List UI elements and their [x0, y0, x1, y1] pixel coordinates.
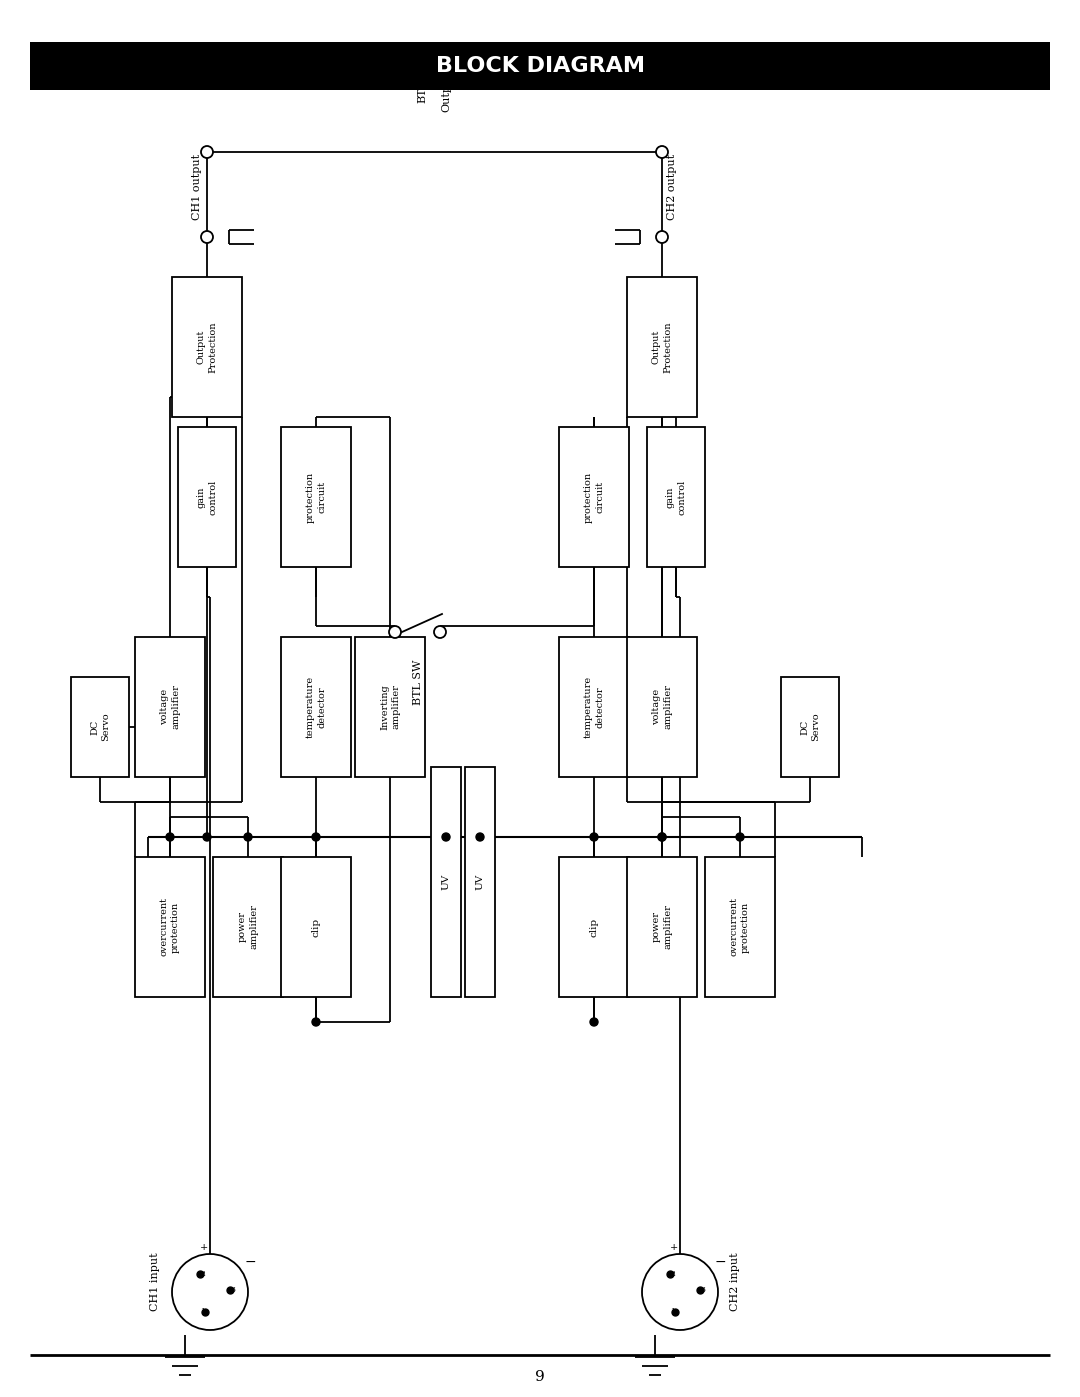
- Text: −: −: [244, 1255, 256, 1268]
- Bar: [71, 678, 129, 777]
- Text: DC
Servo: DC Servo: [800, 712, 820, 742]
- Text: voltage
amplifier: voltage amplifier: [160, 685, 180, 729]
- Text: CH1 input: CH1 input: [150, 1253, 160, 1312]
- Circle shape: [658, 833, 666, 841]
- Text: power
amplifier: power amplifier: [652, 905, 672, 950]
- Circle shape: [656, 147, 669, 158]
- Bar: [172, 277, 242, 416]
- Bar: [281, 427, 351, 567]
- Bar: [627, 856, 697, 997]
- Text: 2: 2: [200, 1270, 205, 1278]
- Text: gain
control: gain control: [197, 479, 217, 514]
- Text: temperature
detector: temperature detector: [306, 676, 326, 738]
- Circle shape: [312, 833, 320, 841]
- Text: clip: clip: [311, 918, 321, 936]
- Circle shape: [172, 1255, 248, 1330]
- Text: overcurrent
protection: overcurrent protection: [160, 897, 180, 957]
- Bar: [281, 637, 351, 777]
- Circle shape: [389, 626, 401, 638]
- Text: voltage
amplifier: voltage amplifier: [652, 685, 672, 729]
- Text: CH1 output: CH1 output: [192, 154, 202, 221]
- Circle shape: [442, 833, 450, 841]
- Circle shape: [735, 833, 744, 841]
- Text: BTL SW: BTL SW: [413, 659, 423, 704]
- Text: gain
control: gain control: [666, 479, 686, 514]
- Circle shape: [166, 833, 174, 841]
- Circle shape: [434, 626, 446, 638]
- Bar: [559, 427, 629, 567]
- Text: 9: 9: [535, 1370, 545, 1384]
- Bar: [135, 856, 205, 997]
- Text: DC
Servo: DC Servo: [90, 712, 110, 742]
- Bar: [627, 277, 697, 416]
- Circle shape: [201, 231, 213, 243]
- Circle shape: [590, 1018, 598, 1025]
- Bar: [705, 856, 775, 997]
- Text: +: +: [200, 1243, 208, 1253]
- Text: protection
circuit: protection circuit: [306, 471, 326, 522]
- Circle shape: [658, 833, 666, 841]
- Text: BLOCK DIAGRAM: BLOCK DIAGRAM: [435, 56, 645, 75]
- Bar: [135, 637, 205, 777]
- Text: Output: Output: [441, 73, 451, 112]
- Text: UV: UV: [442, 875, 450, 890]
- Bar: [627, 637, 697, 777]
- Bar: [281, 856, 351, 997]
- Text: Output
Protection: Output Protection: [652, 321, 672, 373]
- Bar: [647, 427, 705, 567]
- Bar: [781, 678, 839, 777]
- Text: protection
circuit: protection circuit: [584, 471, 604, 522]
- Text: 2: 2: [670, 1270, 675, 1278]
- Circle shape: [201, 147, 213, 158]
- Text: power
amplifier: power amplifier: [238, 905, 258, 950]
- Bar: [559, 637, 629, 777]
- Text: temperature
detector: temperature detector: [584, 676, 604, 738]
- Bar: [465, 767, 495, 997]
- Circle shape: [312, 1018, 320, 1025]
- Text: Output
Protection: Output Protection: [197, 321, 217, 373]
- Text: clip: clip: [590, 918, 598, 936]
- Circle shape: [244, 833, 252, 841]
- Bar: [431, 767, 461, 997]
- Text: −: −: [714, 1255, 726, 1268]
- Text: 1: 1: [670, 1308, 675, 1316]
- Text: CH2 output: CH2 output: [667, 154, 677, 221]
- Circle shape: [590, 833, 598, 841]
- Text: 3: 3: [700, 1287, 705, 1294]
- Text: BTL: BTL: [417, 81, 427, 103]
- Bar: [178, 427, 237, 567]
- Bar: [559, 856, 629, 997]
- Bar: [30, 42, 1050, 89]
- Circle shape: [203, 833, 211, 841]
- Text: overcurrent
protection: overcurrent protection: [730, 897, 750, 957]
- Circle shape: [656, 231, 669, 243]
- Text: CH2 input: CH2 input: [730, 1253, 740, 1312]
- Text: Inverting
amplifier: Inverting amplifier: [380, 685, 400, 729]
- Text: 1: 1: [200, 1308, 205, 1316]
- Text: UV: UV: [475, 875, 485, 890]
- Circle shape: [642, 1255, 718, 1330]
- Circle shape: [476, 833, 484, 841]
- Text: 3: 3: [230, 1287, 235, 1294]
- Text: +: +: [670, 1243, 678, 1253]
- Bar: [355, 637, 426, 777]
- Bar: [213, 856, 283, 997]
